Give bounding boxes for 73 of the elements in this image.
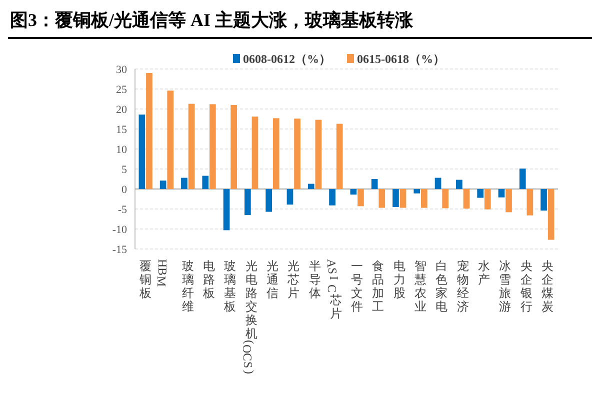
category-label: 光电路交换机(OCS): [240, 259, 258, 374]
bar: [286, 189, 294, 205]
legend-label: 0615-0618（%）: [357, 52, 445, 66]
chart-title: 图3：覆铜板/光通信等 AI 主题大涨，玻璃基板转涨: [10, 10, 414, 30]
bar: [294, 118, 300, 189]
bar: [477, 189, 484, 198]
y-tick-label: 10: [116, 144, 128, 156]
x-tick-label: 一号文件: [351, 259, 364, 314]
bar: [160, 180, 166, 189]
x-tick-label: 玻璃基板: [223, 259, 236, 314]
y-tick-label: -15: [112, 244, 128, 256]
bar: [456, 180, 462, 189]
x-tick-label: 央企银行: [519, 259, 532, 314]
x-tick-label: 玻璃纤维: [182, 259, 194, 314]
bar: [400, 189, 406, 208]
bar: [463, 189, 470, 209]
bar: [188, 104, 195, 189]
y-tick-label: 25: [116, 84, 128, 96]
x-tick-label: 智慧农业: [414, 259, 427, 314]
bar: [244, 189, 251, 215]
legend-label: 0608-0612（%）: [243, 52, 331, 66]
bar: [421, 189, 428, 208]
x-tick-label: 食品加工: [372, 259, 384, 314]
bar: [223, 189, 230, 230]
x-tick-label: 电路板: [202, 259, 216, 300]
x-tick-label: 央企煤炭: [541, 259, 554, 314]
x-tick-label: 光通信: [266, 259, 278, 300]
x-tick-label: 半导体: [308, 259, 321, 300]
x-tick-label: 覆铜板: [138, 259, 152, 300]
bar: [329, 189, 336, 206]
bar: [350, 189, 357, 195]
bar: [336, 124, 343, 189]
bar: [498, 189, 505, 198]
bar: [392, 189, 399, 207]
bar: [315, 120, 322, 189]
bar: [414, 189, 420, 194]
bar: [167, 90, 174, 189]
bar: [434, 178, 442, 189]
bar: [442, 189, 448, 208]
bar: [548, 189, 554, 240]
x-tick-label: HBM: [154, 259, 170, 287]
x-tick-label: 宠物经济: [456, 259, 469, 314]
bar: [138, 114, 146, 189]
bar: [252, 116, 258, 189]
x-tick-label: 光芯片: [286, 259, 300, 300]
y-tick-label: 30: [116, 64, 128, 76]
y-tick-label: 5: [122, 164, 128, 176]
bar: [230, 105, 237, 189]
bar: [202, 176, 209, 189]
bar: [266, 189, 272, 212]
y-tick-label: 20: [116, 104, 128, 116]
x-tick-label: 白色家电: [436, 259, 448, 314]
y-tick-label: -5: [118, 204, 128, 216]
bar: [526, 189, 534, 216]
bar: [371, 179, 378, 189]
bar: [181, 178, 188, 189]
bar: [308, 184, 314, 189]
x-tick-label: ASIC芯片: [324, 259, 342, 320]
bar: [506, 189, 512, 212]
bar: [484, 189, 491, 210]
bar: [540, 189, 547, 211]
y-tick-label: 0: [122, 184, 128, 196]
bar: [378, 189, 386, 208]
bar: [210, 104, 216, 189]
bar: [519, 168, 526, 189]
x-tick-label: 电力股: [393, 259, 406, 300]
bar: [358, 189, 364, 206]
y-tick-label: -10: [112, 224, 128, 236]
bar: [146, 73, 152, 189]
x-tick-label: 水产: [478, 259, 490, 286]
x-tick-label: 冰雪旅游: [499, 259, 512, 314]
y-tick-label: 15: [116, 124, 128, 136]
bar: [272, 118, 280, 189]
